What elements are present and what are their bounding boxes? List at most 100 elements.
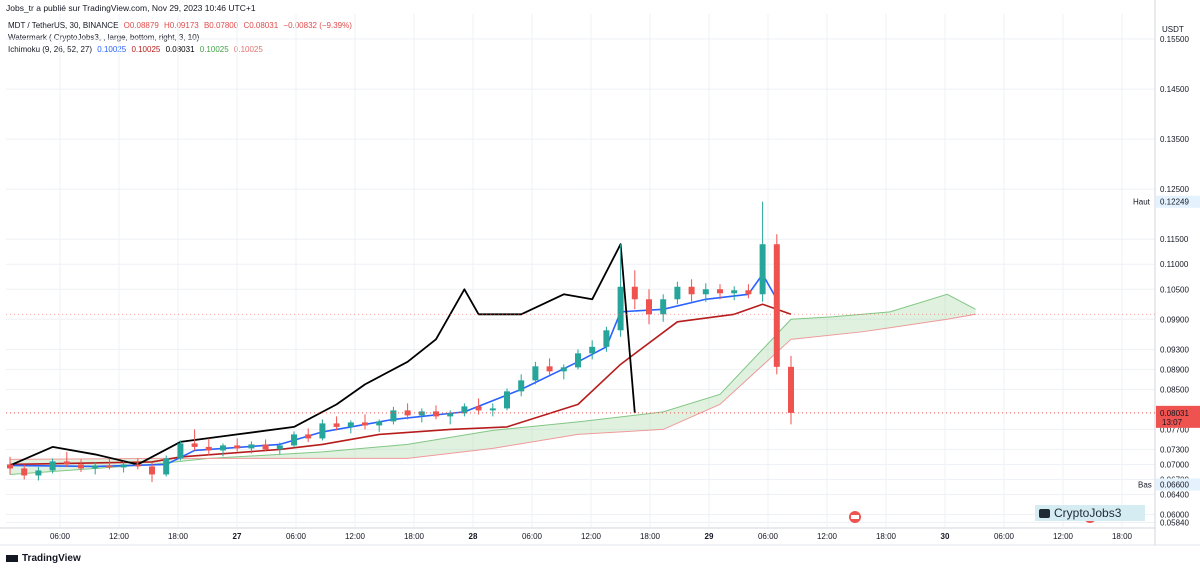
- candle: [631, 270, 638, 310]
- time-tick-label: 12:00: [1053, 532, 1074, 541]
- candle: [347, 420, 354, 434]
- candle: [461, 403, 468, 417]
- candle: [617, 244, 624, 337]
- candle: [489, 403, 496, 417]
- candle: [63, 451, 70, 467]
- candle: [788, 355, 794, 425]
- candles: [7, 201, 794, 482]
- candle-body: [646, 299, 652, 315]
- candle: [546, 358, 553, 376]
- high-value: 0.12249: [1160, 198, 1189, 207]
- price-tick-label: 0.15500: [1160, 35, 1189, 44]
- high-value-bg: [1156, 195, 1200, 208]
- countdown: 13:07: [1162, 418, 1183, 427]
- price-tick-label: 0.14500: [1160, 85, 1189, 94]
- candle: [759, 201, 766, 302]
- candle-body: [433, 411, 439, 417]
- high-tag: Haut: [1133, 198, 1151, 207]
- ichimoku-lines: [9, 243, 792, 468]
- watermark-legend[interactable]: Watermark ( CryptoJobs3, , large, bottom…: [8, 33, 200, 42]
- candle-body: [362, 422, 368, 426]
- time-tick-label: 18:00: [404, 532, 425, 541]
- candle: [404, 403, 411, 420]
- candle-body: [702, 289, 709, 295]
- candle-body: [759, 244, 766, 295]
- candle: [92, 461, 99, 475]
- candle-body: [617, 286, 624, 331]
- candle: [603, 326, 610, 352]
- candle: [333, 416, 340, 431]
- currency-label: USDT: [1162, 25, 1184, 34]
- symbol-name[interactable]: MDT / TetherUS, 30, BINANCE: [8, 21, 119, 30]
- candle: [205, 438, 212, 456]
- candle-body: [149, 466, 155, 475]
- candle: [305, 428, 312, 442]
- kijun-sen: [9, 303, 792, 466]
- candle-body: [205, 446, 212, 451]
- close-value: C0.08031: [243, 21, 279, 30]
- tradingview-logo[interactable]: TradingView: [6, 553, 81, 564]
- candle-body: [788, 366, 794, 413]
- open-value: O0.08879: [123, 21, 159, 30]
- candle-body: [177, 443, 184, 459]
- time-axis: 06:00 12:00 18:00 27 06:00 12:00 18:00 28 06:00 1…: [50, 532, 1133, 541]
- candle-body: [163, 458, 170, 475]
- candle: [674, 281, 681, 305]
- tv-brand: TradingView: [22, 553, 81, 564]
- candle-body: [120, 464, 127, 468]
- candle-body: [418, 411, 425, 416]
- candle: [149, 462, 155, 482]
- time-tick-label: 12:00: [817, 532, 838, 541]
- price-tick-label: 0.06400: [1160, 490, 1189, 499]
- last-price-bg: [1156, 405, 1200, 428]
- chikou-span: [9, 243, 636, 467]
- candle: [575, 349, 581, 370]
- candle: [362, 414, 368, 430]
- time-tick-label: 18:00: [640, 532, 661, 541]
- candle-body: [234, 445, 241, 449]
- time-tick-label: 12:00: [109, 532, 130, 541]
- candle: [262, 439, 269, 452]
- price-tick-label: 0.10500: [1160, 285, 1189, 294]
- high-value: H0.09173: [164, 21, 199, 30]
- candle-body: [447, 413, 454, 417]
- tv-logo-icon: [6, 555, 18, 562]
- ichimoku-legend[interactable]: Ichimoku (9, 26, 52, 27) 0.10025 0.10025…: [8, 45, 266, 54]
- time-tick-label: 06:00: [286, 532, 307, 541]
- price-tick-label: 0.08500: [1160, 385, 1189, 394]
- candle-body: [35, 470, 42, 476]
- price-tick-label: 0.13500: [1160, 135, 1189, 144]
- time-tick-label: 12:00: [581, 532, 602, 541]
- candle-body: [390, 410, 397, 422]
- candle-body: [305, 434, 312, 439]
- candle: [717, 284, 723, 300]
- time-tick-label: 18:00: [876, 532, 897, 541]
- low-value: 0.06600: [1160, 480, 1189, 489]
- candle: [177, 440, 184, 461]
- time-tick-label: 30: [941, 532, 950, 541]
- price-tick-label: 0.07000: [1160, 460, 1189, 469]
- candle: [773, 234, 780, 375]
- candle: [475, 398, 482, 415]
- candle-body: [134, 464, 141, 467]
- low-value-bg: [1156, 478, 1200, 491]
- candle: [220, 443, 226, 457]
- time-tick-label: 18:00: [1112, 532, 1133, 541]
- price-tick-label: 0.07700: [1160, 425, 1189, 434]
- candle-body: [589, 346, 596, 354]
- low-value: B0.07800: [203, 21, 239, 30]
- candle-body: [106, 465, 113, 468]
- candle-body: [319, 423, 326, 439]
- candle-body: [248, 444, 255, 449]
- candle: [418, 408, 425, 423]
- candle-body: [688, 286, 695, 295]
- candle-body: [504, 391, 510, 409]
- spanB-value: 0.10025: [233, 45, 263, 54]
- candle-body: [191, 443, 198, 447]
- candle-body: [475, 406, 482, 411]
- price-tick-label: 0.08900: [1160, 365, 1189, 374]
- price-tick-label: 0.12500: [1160, 185, 1189, 194]
- candle-body: [376, 421, 383, 426]
